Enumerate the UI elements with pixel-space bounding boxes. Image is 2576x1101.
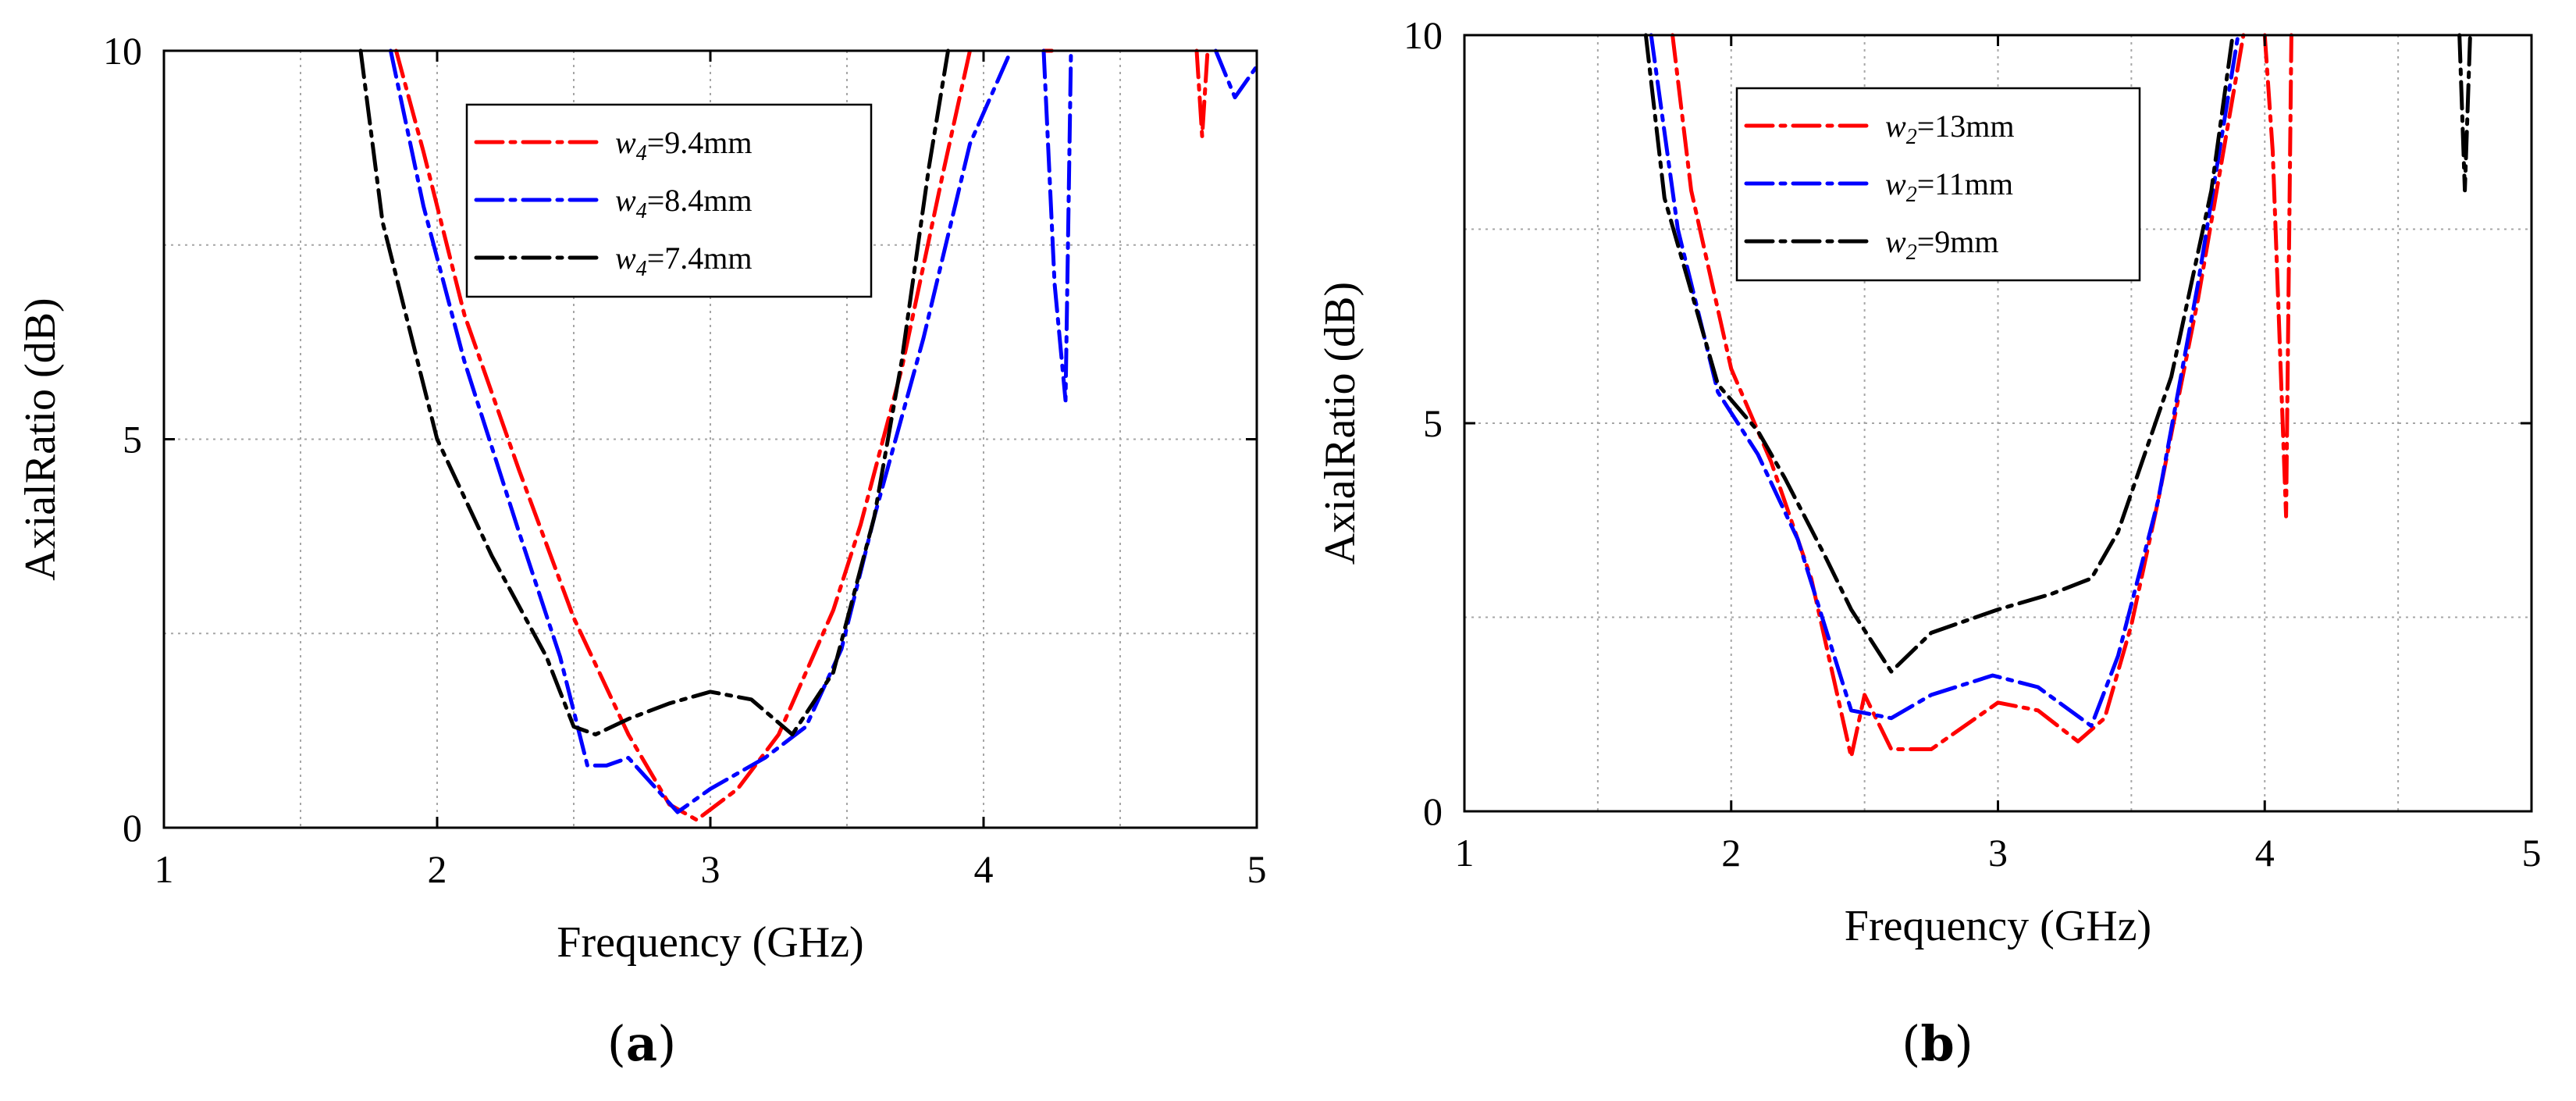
legend-value: =11mm [1917,166,2013,201]
caption-letter: a [626,1015,657,1072]
x-axis-label: Frequency (GHz) [1845,902,2151,950]
series-line-1-segment-1 [394,48,972,822]
y-tick-label: 0 [1423,789,1443,833]
caption-letter: b [1920,1015,1954,1072]
legend-label-2: w2=11mm [1885,166,2013,207]
x-tick-label: 3 [1988,831,2008,875]
y-tick-label: 10 [103,29,142,73]
y-tick-label: 5 [123,418,142,461]
legend-label-1: w4=9.4mm [615,125,752,166]
legend-subscript: 4 [636,199,647,223]
x-tick-label: 5 [2522,831,2542,875]
caption-close: ) [657,1015,676,1072]
legend-var: w [1885,224,1906,259]
legend-subscript: 2 [1906,241,1917,265]
legend-label-2: w4=8.4mm [615,183,752,223]
legend-value: =7.4mm [647,241,753,276]
caption-open: ( [1902,1015,1920,1072]
panel-caption: (b) [1902,1015,1973,1072]
legend-label-1: w2=13mm [1885,109,2014,149]
legend-var: w [615,183,636,218]
legend-var: w [615,125,636,160]
series-line-1-segment-2 [2262,33,2293,518]
series-line-1-segment-3 [1194,48,1210,138]
series-line-3-segment-1 [358,48,950,737]
y-axis-label: AxialRatio (dB) [16,298,65,580]
series-line-2-segment-3 [1214,48,1259,100]
y-axis-label: AxialRatio (dB) [1316,282,1364,565]
series-line-1-segment-1 [1670,33,2246,759]
legend-value: =9mm [1917,224,1999,259]
x-tick-label: 2 [1721,831,1741,875]
legend-value: =13mm [1917,109,2015,144]
y-tick-label: 0 [123,806,142,850]
legend-label-3: w4=7.4mm [615,241,752,281]
chart-panel-a: 1 2 3 4 5 0 5 10 Frequency (GHz) AxialRatio (dB) w… [16,29,1267,1072]
chart-panel-b: 1 2 3 4 5 0 5 10 Frequency (GHz) AxialRatio (dB) w… [1316,13,2542,1072]
legend-value: =8.4mm [647,183,753,218]
x-axis-label: Frequency (GHz) [557,918,863,967]
series-line-3-segment-1 [1643,33,2235,674]
legend-value: =9.4mm [647,125,753,160]
x-tick-label: 4 [974,847,994,891]
x-tick-label: 2 [428,847,447,891]
series-line-2-segment-1 [1649,33,2240,729]
x-tick-label: 5 [1247,847,1267,891]
caption-open: ( [607,1015,626,1072]
legend-subscript: 2 [1906,183,1917,207]
legend-label-3: w2=9mm [1885,224,1998,265]
series-line-2-segment-1 [389,48,1013,814]
series-line-3-segment-2 [2457,33,2472,193]
caption-close: ) [1955,1015,1973,1072]
legend-subscript: 4 [636,257,647,281]
y-tick-label: 5 [1423,401,1443,445]
legend-var: w [615,241,636,276]
x-tick-label: 4 [2255,831,2275,875]
x-tick-label: 3 [701,847,720,891]
panel-caption: (a) [607,1015,677,1072]
legend-subscript: 4 [636,141,647,166]
legend-var: w [1885,166,1906,201]
series-line-2-segment-2 [1041,48,1073,403]
legend-var: w [1885,109,1906,144]
y-tick-label: 10 [1404,13,1443,57]
x-tick-label: 1 [1455,831,1475,875]
x-tick-label: 1 [155,847,174,891]
legend-subscript: 2 [1906,125,1917,149]
